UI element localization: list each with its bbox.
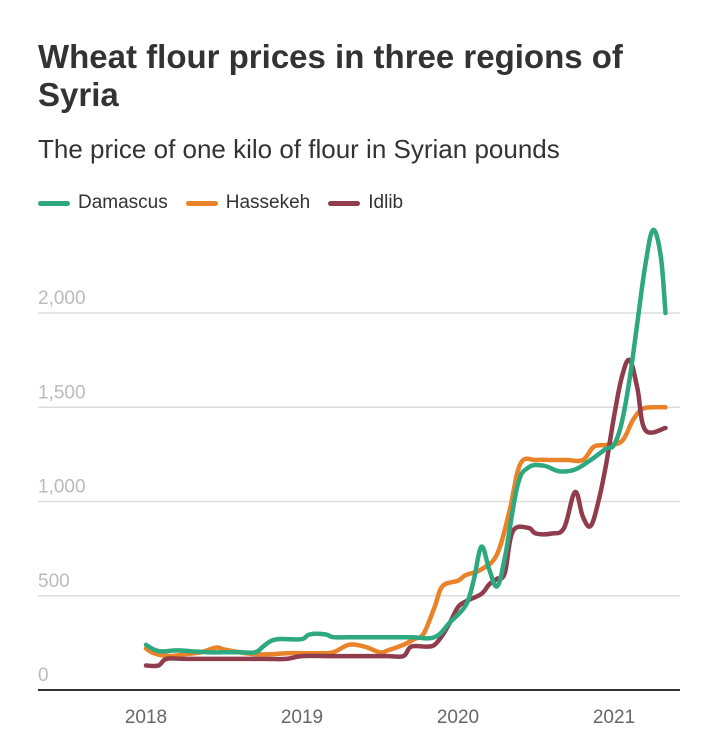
chart-subtitle: The price of one kilo of flour in Syrian…	[38, 134, 560, 164]
y-tick-label-2000: 2,000	[38, 288, 86, 309]
x-tick-label-2019: 2019	[281, 707, 323, 728]
legend-item-hassekeh: Hassekeh	[185, 192, 311, 214]
legend-swatch-damascus	[38, 200, 70, 206]
x-axis-labels: 2018 2019 2020 2021	[125, 707, 635, 728]
series-line-damascus	[143, 227, 668, 655]
x-tick-label-2018: 2018	[125, 707, 167, 728]
legend: Damascus Hassekeh Idlib	[38, 192, 421, 214]
y-tick-label-1500: 1,500	[38, 382, 86, 403]
y-tick-label-1000: 1,000	[38, 477, 86, 498]
legend-label-idlib: Idlib	[368, 192, 404, 213]
series-lines	[143, 227, 668, 669]
series-line-hassekeh	[143, 404, 668, 659]
chart-title: Wheat flour prices in three regions of S…	[38, 38, 623, 113]
series-line-idlib	[143, 357, 668, 669]
y-tick-label-0: 0	[38, 665, 49, 686]
x-tick-label-2021: 2021	[593, 707, 635, 728]
legend-label-hassekeh: Hassekeh	[225, 192, 311, 213]
legend-swatch-idlib	[328, 200, 361, 206]
x-tick-label-2020: 2020	[437, 707, 479, 728]
legend-item-damascus: Damascus	[38, 192, 168, 214]
gridlines	[38, 312, 680, 597]
legend-swatch-hassekeh	[185, 200, 218, 206]
y-axis-labels: 0 500 1,000 1,500 2,000	[38, 288, 86, 686]
y-tick-label-500: 500	[38, 571, 70, 592]
legend-label-damascus: Damascus	[78, 192, 168, 213]
legend-item-idlib: Idlib	[328, 192, 403, 214]
